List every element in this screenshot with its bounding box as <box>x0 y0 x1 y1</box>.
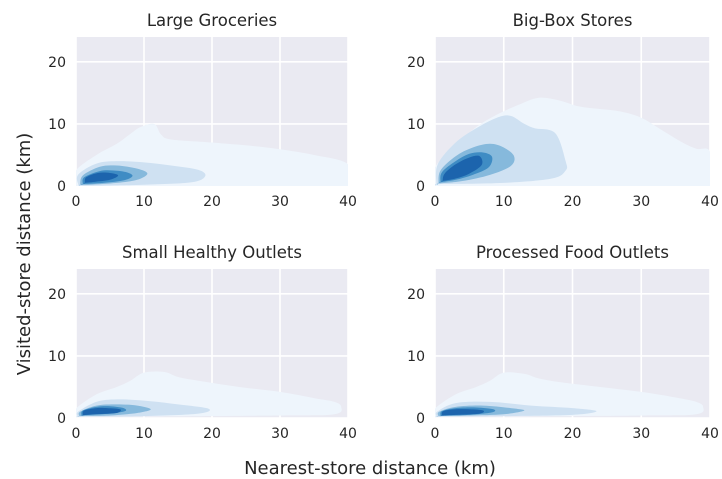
panels: 0 10 20 30 40 0 10 20 Large Groceries 0 10 20 30 40 0 1… <box>48 11 719 442</box>
x-tick-label: 30 <box>632 194 650 210</box>
x-tick-label: 40 <box>701 426 719 442</box>
density-contours <box>76 371 342 418</box>
y-tick-label: 20 <box>407 287 425 303</box>
y-tick-label: 0 <box>416 411 425 427</box>
density-level-5 <box>441 155 483 182</box>
x-axis-label: Nearest-store distance (km) <box>244 458 496 479</box>
y-tick-label: 10 <box>407 117 425 133</box>
x-tick-label: 0 <box>431 194 440 210</box>
density-contours <box>435 372 704 418</box>
x-tick-label: 10 <box>135 194 153 210</box>
panel-title: Small Healthy Outlets <box>122 243 302 262</box>
density-level-5 <box>83 172 119 184</box>
y-axis-label: Visited-store distance (km) <box>14 133 35 376</box>
y-tick-label: 10 <box>48 349 66 365</box>
panel-title: Large Groceries <box>147 11 277 30</box>
x-tick-label: 20 <box>564 194 582 210</box>
x-tick-label: 10 <box>495 194 513 210</box>
y-tick-label: 0 <box>57 411 66 427</box>
panel-4: 0 10 20 30 40 0 10 20 Processed Food Outlets <box>407 243 719 442</box>
x-tick-label: 0 <box>72 194 81 210</box>
y-tick-label: 0 <box>57 179 66 195</box>
density-level-5 <box>81 407 121 416</box>
x-tick-label: 30 <box>271 194 289 210</box>
x-tick-label: 10 <box>495 426 513 442</box>
y-tick-label: 20 <box>48 287 66 303</box>
x-tick-label: 20 <box>203 194 221 210</box>
x-tick-label: 40 <box>339 426 357 442</box>
x-tick-label: 20 <box>564 426 582 442</box>
panel-title: Processed Food Outlets <box>476 243 669 262</box>
x-tick-label: 0 <box>72 426 81 442</box>
x-tick-label: 10 <box>135 426 153 442</box>
y-tick-label: 20 <box>407 55 425 71</box>
x-tick-label: 40 <box>701 194 719 210</box>
x-tick-label: 40 <box>339 194 357 210</box>
panel-2: 0 10 20 30 40 0 10 20 Big-Box Stores <box>407 11 719 210</box>
y-tick-label: 0 <box>416 179 425 195</box>
y-tick-label: 10 <box>407 349 425 365</box>
panel-title: Big-Box Stores <box>513 11 633 30</box>
panel-3: 0 10 20 30 40 0 10 20 Small Healthy Outlets <box>48 243 357 442</box>
x-tick-label: 0 <box>431 426 440 442</box>
y-tick-label: 20 <box>48 55 66 71</box>
panel-1: 0 10 20 30 40 0 10 20 Large Groceries <box>48 11 357 210</box>
x-tick-label: 30 <box>271 426 289 442</box>
y-tick-label: 10 <box>48 117 66 133</box>
density-contours <box>76 123 348 186</box>
density-level-5 <box>440 409 485 416</box>
x-tick-label: 20 <box>203 426 221 442</box>
x-tick-label: 30 <box>632 426 650 442</box>
density-contours <box>435 97 710 186</box>
